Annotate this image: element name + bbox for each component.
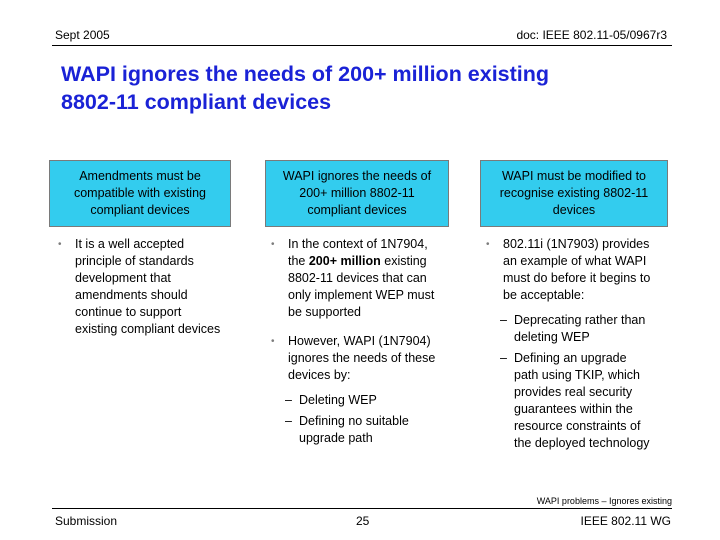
page-number: 25 <box>356 514 370 528</box>
dash-icon: – <box>285 393 292 407</box>
dash-icon: – <box>285 414 292 428</box>
bullet-dot-icon: • <box>486 239 490 250</box>
column-body: • 802.11i (1N7903) provides an example o… <box>484 236 654 452</box>
slide-title: WAPI ignores the needs of 200+ million e… <box>61 60 681 116</box>
column-heading-box: WAPI ignores the needs of 200+ million 8… <box>265 160 449 227</box>
sub-bullet-text: Defining an upgrade path using TKIP, whi… <box>514 351 650 450</box>
sub-bullet-text: Deleting WEP <box>299 393 377 407</box>
column-body: • In the context of 1N7904, the 200+ mil… <box>269 236 439 447</box>
bullet-text: It is a well accepted principle of stand… <box>75 237 221 336</box>
slide-title-line2: 8802-11 compliant devices <box>61 90 332 114</box>
bullet-item: • However, WAPI (1N7904) ignores the nee… <box>269 333 439 384</box>
header-doc-id: doc: IEEE 802.11-05/0967r3 <box>516 28 667 42</box>
footer-org: IEEE 802.11 WG <box>580 514 672 528</box>
footer-submission: Submission <box>55 514 118 528</box>
sub-bullet-item: – Defining an upgrade path using TKIP, w… <box>484 350 654 452</box>
bullet-item: • It is a well accepted principle of sta… <box>56 236 226 338</box>
column-amendments: Amendments must be compatible with exist… <box>49 160 231 346</box>
dash-icon: – <box>500 351 507 365</box>
bullet-dot-icon: • <box>58 239 62 250</box>
slide-title-line1: WAPI ignores the needs of 200+ million e… <box>61 62 550 86</box>
sub-bullet-item: – Defining no suitable upgrade path <box>269 413 439 447</box>
bullet-item: • In the context of 1N7904, the 200+ mil… <box>269 236 439 321</box>
bullet-text-bold: 200+ million <box>308 254 381 268</box>
column-heading-box: Amendments must be compatible with exist… <box>49 160 231 227</box>
column-wapi-modified: WAPI must be modified to recognise exist… <box>480 160 668 456</box>
bullet-text: 802.11i (1N7903) provides an example of … <box>503 237 651 302</box>
column-wapi-ignores: WAPI ignores the needs of 200+ million 8… <box>265 160 449 451</box>
header-divider <box>52 45 672 46</box>
footer-note: WAPI problems – Ignores existing <box>536 496 672 506</box>
sub-bullet-text: Defining no suitable upgrade path <box>299 414 409 445</box>
footer-divider <box>52 508 672 509</box>
bullet-item: • 802.11i (1N7903) provides an example o… <box>484 236 654 304</box>
bullet-dot-icon: • <box>271 336 275 347</box>
sub-bullet-item: – Deprecating rather than deleting WEP <box>484 312 654 346</box>
column-body: • It is a well accepted principle of sta… <box>56 236 226 338</box>
sub-bullet-text: Deprecating rather than deleting WEP <box>514 313 646 344</box>
bullet-text-pre: In the context of 1N7904, the <box>288 237 428 268</box>
header-date: Sept 2005 <box>55 28 110 42</box>
column-heading-box: WAPI must be modified to recognise exist… <box>480 160 668 227</box>
sub-bullet-item: – Deleting WEP <box>269 392 439 409</box>
dash-icon: – <box>500 313 507 327</box>
bullet-dot-icon: • <box>271 239 275 250</box>
bullet-text-post: existing 8802-11 devices that can only i… <box>288 254 435 319</box>
bullet-text: However, WAPI (1N7904) ignores the needs… <box>288 334 436 382</box>
